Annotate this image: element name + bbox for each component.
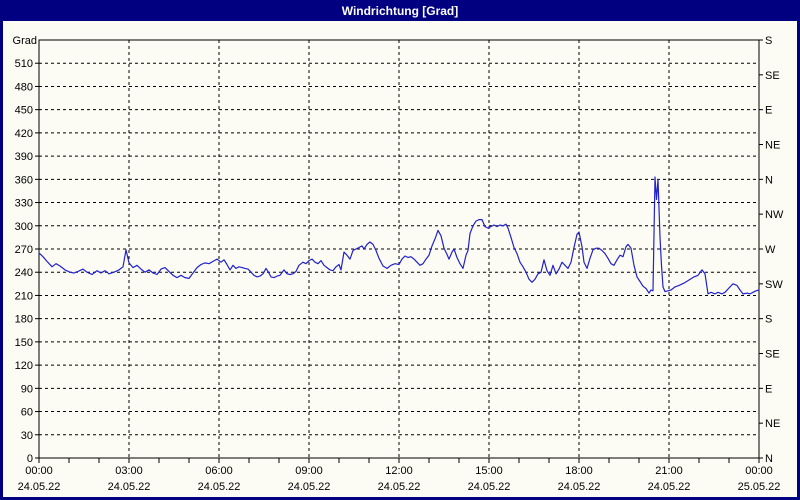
vertical-gridlines — [128, 40, 670, 458]
x-axis: 00:00 24.05.22 03:00 24.05.22 06:00 24.05.22 0… — [18, 458, 781, 493]
svg-text:15:00: 15:00 — [475, 465, 503, 477]
svg-text:00:00: 00:00 — [745, 465, 773, 477]
svg-text:SE: SE — [765, 349, 780, 361]
window-title: Windrichtung [Grad] — [341, 3, 459, 18]
svg-text:00:00: 00:00 — [25, 465, 53, 477]
svg-text:300: 300 — [15, 221, 33, 233]
svg-text:SW: SW — [765, 279, 783, 291]
svg-text:N: N — [765, 453, 773, 465]
svg-text:24.05.22: 24.05.22 — [198, 481, 241, 493]
y-axis-unit-label: Grad — [13, 35, 37, 47]
svg-text:120: 120 — [15, 360, 33, 372]
svg-text:24.05.22: 24.05.22 — [558, 481, 601, 493]
svg-text:24.05.22: 24.05.22 — [288, 481, 331, 493]
svg-text:NE: NE — [765, 418, 780, 430]
svg-text:NW: NW — [765, 209, 784, 221]
y-axis-right: N NE E SE S SW W NW N NE E SE S — [759, 35, 784, 465]
svg-text:330: 330 — [15, 198, 33, 210]
svg-text:S: S — [765, 35, 772, 47]
wind-direction-chart: 0 30 60 90 120 150 180 210 240 270 300 330 360 390 420… — [13, 35, 784, 493]
svg-text:06:00: 06:00 — [205, 465, 233, 477]
svg-text:270: 270 — [15, 244, 33, 256]
svg-text:E: E — [765, 105, 772, 117]
svg-text:420: 420 — [15, 128, 33, 140]
svg-text:NE: NE — [765, 140, 780, 152]
svg-text:60: 60 — [21, 407, 33, 419]
svg-text:90: 90 — [21, 383, 33, 395]
svg-text:210: 210 — [15, 290, 33, 302]
svg-text:24.05.22: 24.05.22 — [648, 481, 691, 493]
plot-border — [38, 39, 760, 459]
svg-text:E: E — [765, 383, 772, 395]
svg-text:30: 30 — [21, 430, 33, 442]
svg-text:480: 480 — [15, 81, 33, 93]
svg-text:N: N — [765, 174, 773, 186]
chart-container: 0 30 60 90 120 150 180 210 240 270 300 330 360 390 420… — [0, 21, 800, 500]
svg-text:24.05.22: 24.05.22 — [468, 481, 511, 493]
svg-text:150: 150 — [15, 337, 33, 349]
svg-text:25.05.22: 25.05.22 — [738, 481, 781, 493]
svg-text:W: W — [765, 244, 776, 256]
svg-text:12:00: 12:00 — [385, 465, 413, 477]
svg-text:0: 0 — [27, 453, 33, 465]
svg-text:510: 510 — [15, 58, 33, 70]
svg-text:09:00: 09:00 — [295, 465, 323, 477]
svg-text:240: 240 — [15, 267, 33, 279]
svg-text:390: 390 — [15, 151, 33, 163]
svg-text:S: S — [765, 314, 772, 326]
title-bar: Windrichtung [Grad] — [0, 0, 800, 21]
svg-text:450: 450 — [15, 105, 33, 117]
svg-text:SE: SE — [765, 70, 780, 82]
svg-text:360: 360 — [15, 174, 33, 186]
y-axis-left: 0 30 60 90 120 150 180 210 240 270 300 330 360 390 420… — [13, 35, 39, 465]
svg-text:24.05.22: 24.05.22 — [378, 481, 421, 493]
svg-text:24.05.22: 24.05.22 — [18, 481, 61, 493]
svg-text:180: 180 — [15, 314, 33, 326]
svg-text:03:00: 03:00 — [115, 465, 143, 477]
svg-text:18:00: 18:00 — [565, 465, 593, 477]
svg-text:21:00: 21:00 — [655, 465, 683, 477]
wind-direction-series-line — [38, 176, 760, 295]
svg-text:24.05.22: 24.05.22 — [108, 481, 151, 493]
